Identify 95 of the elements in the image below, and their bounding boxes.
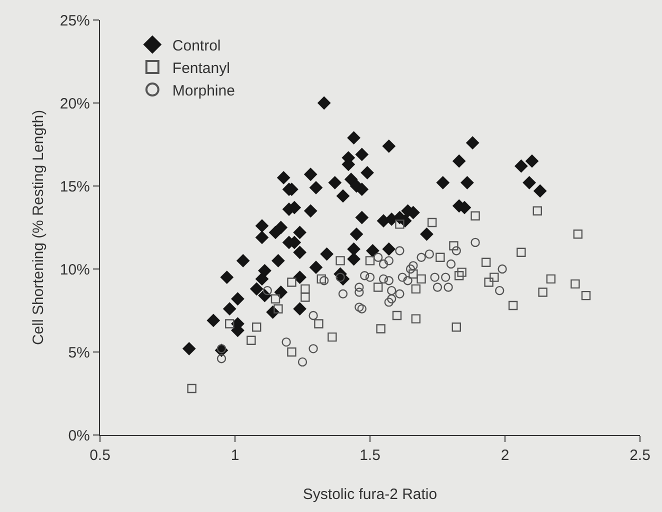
point [300, 284, 310, 294]
legend-label: Morphine [172, 82, 235, 100]
point [225, 319, 234, 328]
point [384, 276, 394, 286]
point [449, 241, 458, 250]
point [436, 252, 445, 262]
point [308, 310, 318, 320]
y-tick-label: 5% [68, 344, 90, 362]
legend-label: Control [172, 37, 221, 54]
point [581, 290, 591, 300]
point [298, 357, 308, 367]
y-axis-title: Cell Shortening (% Resting Length) [30, 110, 48, 346]
point [365, 272, 375, 282]
point [395, 246, 404, 256]
point [570, 279, 580, 289]
point [408, 269, 418, 279]
legend-label: Fentanyl [172, 60, 230, 77]
point [408, 261, 418, 270]
point [287, 347, 296, 357]
point [411, 314, 420, 324]
point [452, 322, 461, 332]
x-tick-label: 2 [500, 447, 510, 464]
point [387, 294, 396, 304]
y-tick-label: 25% [60, 12, 90, 30]
point [546, 274, 556, 284]
point [354, 282, 364, 292]
point [338, 289, 348, 298]
point [374, 282, 383, 292]
point [430, 272, 440, 282]
point [216, 354, 226, 364]
x-axis-title: Systolic fura-2 Ratio [302, 486, 438, 504]
x-tick-label: 2.5 [630, 447, 650, 464]
point [457, 268, 466, 277]
point [411, 284, 420, 294]
point [392, 310, 402, 320]
point [490, 272, 499, 282]
point [252, 322, 262, 332]
y-tick-label: 10% [60, 261, 90, 278]
point [274, 304, 283, 314]
x-tick-label: 1 [230, 447, 240, 464]
point [308, 344, 318, 354]
point [406, 264, 416, 274]
y-tick-label: 0% [68, 427, 90, 444]
point [452, 246, 461, 256]
point [374, 252, 383, 262]
point [432, 282, 442, 292]
point [446, 259, 456, 269]
point [441, 272, 450, 282]
point [416, 252, 426, 262]
point [354, 288, 364, 297]
point [314, 319, 324, 328]
point [287, 278, 296, 287]
point [424, 249, 434, 259]
point [336, 256, 345, 266]
point [538, 288, 548, 297]
point [444, 282, 453, 292]
point [378, 259, 388, 269]
point [482, 258, 491, 267]
point [282, 337, 291, 347]
point [508, 300, 518, 310]
point [354, 302, 364, 312]
point [300, 292, 310, 302]
x-tick-label: 1.5 [360, 447, 380, 464]
point [328, 332, 337, 342]
point [378, 274, 388, 284]
point [384, 298, 394, 307]
point [357, 304, 366, 314]
point [495, 286, 504, 296]
point [395, 220, 404, 229]
point [365, 256, 375, 266]
point [316, 274, 326, 284]
point [403, 276, 412, 286]
x-tick-label: 0.5 [90, 447, 110, 464]
point [387, 286, 396, 296]
point [270, 294, 280, 304]
point [320, 276, 329, 286]
point [395, 289, 404, 298]
y-tick-label: 15% [60, 178, 90, 196]
point [187, 384, 196, 394]
point [573, 230, 582, 239]
point [384, 256, 394, 266]
point [246, 336, 256, 345]
point [416, 274, 426, 284]
point [498, 264, 507, 274]
point [398, 272, 407, 282]
point [470, 238, 480, 248]
point [360, 271, 370, 280]
point [376, 324, 386, 334]
y-tick-label: 20% [60, 95, 90, 112]
point [428, 218, 437, 228]
point [484, 278, 494, 287]
point [470, 211, 480, 220]
point [454, 271, 464, 280]
point [532, 206, 542, 216]
point [516, 248, 526, 257]
